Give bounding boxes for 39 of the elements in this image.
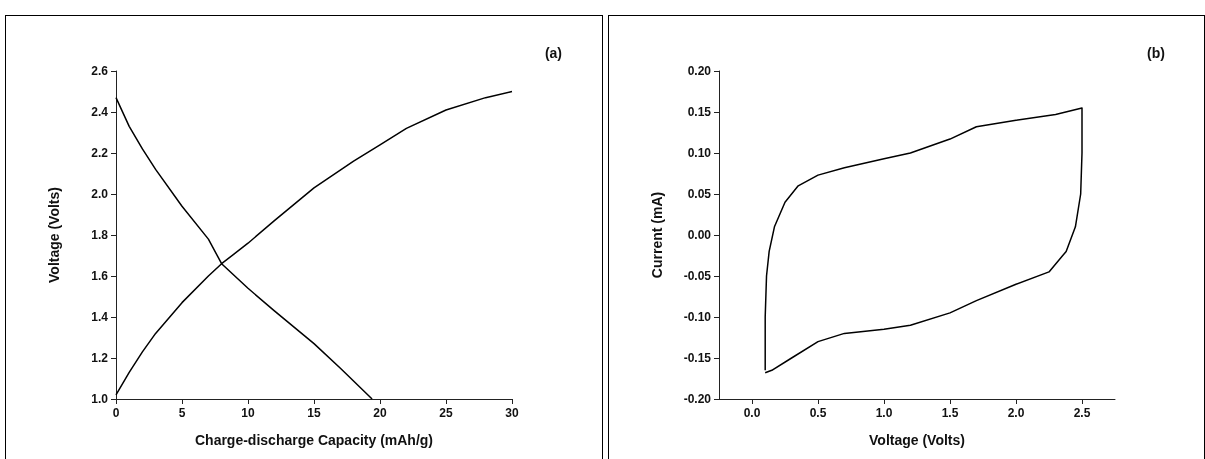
x-tick-label: 0.5 bbox=[809, 406, 827, 420]
text: (a) bbox=[544, 45, 563, 61]
x-tick-label: 15 bbox=[307, 406, 321, 420]
line-series bbox=[115, 90, 513, 396]
y-tick-label: 0.05 bbox=[687, 187, 711, 201]
x-tick-label: 0 bbox=[112, 406, 120, 420]
x-tick-label: 20 bbox=[373, 406, 387, 420]
x-tick-label: 25 bbox=[439, 406, 453, 420]
x-tick-label: 2.0 bbox=[1007, 406, 1025, 420]
y-tick-label: 1.4 bbox=[91, 310, 109, 324]
x-tick-label: 0.0 bbox=[743, 406, 761, 420]
y-tick-label: -0.05 bbox=[683, 269, 711, 283]
y-tick-label: -0.20 bbox=[683, 392, 711, 406]
x-tick-label: 10 bbox=[241, 406, 255, 420]
y-tick-label: 0.10 bbox=[687, 146, 711, 160]
y-tick-label: 2.6 bbox=[91, 64, 109, 78]
y-tick-label: 2.2 bbox=[91, 146, 109, 160]
text: (b) bbox=[1146, 45, 1165, 61]
x-tick-label: 1.5 bbox=[941, 406, 959, 420]
y-tick-label: 1.0 bbox=[91, 392, 109, 406]
line-series bbox=[763, 107, 1083, 374]
y-tick-label: 0.20 bbox=[687, 64, 711, 78]
y-tick-label: 1.2 bbox=[91, 351, 109, 365]
y-tick-label: 0.15 bbox=[687, 105, 711, 119]
x-tick-label: 2.5 bbox=[1073, 406, 1091, 420]
x-tick-label: 1.0 bbox=[875, 406, 893, 420]
y-axis-title: Current (mA) bbox=[648, 191, 665, 279]
y-tick-label: 1.6 bbox=[91, 269, 109, 283]
x-axis-title: Voltage (Volts) bbox=[868, 432, 965, 448]
y-tick-label: 0.00 bbox=[687, 228, 711, 242]
y-tick-label: 2.0 bbox=[91, 187, 109, 201]
y-tick-label: 1.8 bbox=[91, 228, 109, 242]
y-tick-label: 2.4 bbox=[91, 105, 109, 119]
y-axis-title: Voltage (Volts) bbox=[46, 187, 62, 283]
x-tick-label: 30 bbox=[505, 406, 519, 420]
x-tick-label: 5 bbox=[178, 406, 186, 420]
x-axis-title: Charge-discharge Capacity (mAh/g) bbox=[194, 432, 434, 448]
y-tick-label: -0.10 bbox=[683, 310, 711, 324]
y-tick-label: -0.15 bbox=[683, 351, 711, 365]
